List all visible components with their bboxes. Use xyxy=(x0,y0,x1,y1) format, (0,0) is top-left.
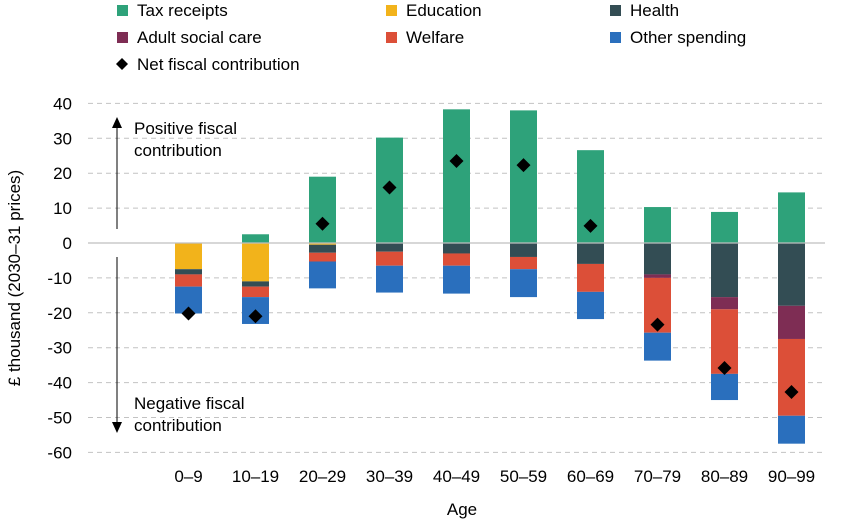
x-axis-title: Age xyxy=(447,500,477,519)
legend-swatch xyxy=(610,5,621,16)
legend-label: Welfare xyxy=(406,28,464,47)
negative-annotation: Negative fiscal xyxy=(134,394,245,413)
x-tick-label: 90–99 xyxy=(768,467,815,486)
x-axis-ticks: 0–9 10–19 20–29 30–39 40–49 50–59 60–69 70–79 80… xyxy=(174,467,815,486)
bar-segment xyxy=(242,234,269,243)
bar-segment xyxy=(443,109,470,243)
bar-segment xyxy=(443,266,470,294)
bar-segment xyxy=(309,245,336,253)
bar-segment xyxy=(510,257,537,269)
legend-swatch xyxy=(117,32,128,43)
x-tick-label: 20–29 xyxy=(299,467,346,486)
y-tick-label: 10 xyxy=(53,199,72,218)
bar-segment xyxy=(711,374,738,400)
bar-segment xyxy=(510,269,537,297)
x-tick-label: 30–39 xyxy=(366,467,413,486)
positive-annotation: Positive fiscal xyxy=(134,119,237,138)
y-axis-ticks: 40 30 20 10 0 -10 -20 -30 -40 -50 -60 xyxy=(47,94,72,462)
bar-segment xyxy=(510,243,537,257)
bar-segment xyxy=(242,287,269,297)
legend-label: Net fiscal contribution xyxy=(137,55,300,74)
bar-segment xyxy=(577,243,604,264)
legend-swatch xyxy=(386,32,397,43)
legend-label: Health xyxy=(630,1,679,20)
y-axis-title: £ thousand (2030–31 prices) xyxy=(5,170,24,386)
bar-segment xyxy=(242,243,269,281)
y-tick-label: 40 xyxy=(53,94,72,113)
y-tick-label: -60 xyxy=(47,443,72,462)
y-tick-label: 30 xyxy=(53,129,72,148)
bar-segment xyxy=(309,177,336,243)
negative-annotation: contribution xyxy=(134,416,222,435)
bar-segment xyxy=(711,243,738,297)
positive-annotation: contribution xyxy=(134,141,222,160)
bar-segment xyxy=(644,333,671,361)
x-tick-label: 0–9 xyxy=(174,467,202,486)
bar-segment xyxy=(175,269,202,274)
legend-swatch xyxy=(610,32,621,43)
y-tick-label: 20 xyxy=(53,164,72,183)
legend-label: Tax receipts xyxy=(137,1,228,20)
bar-segment xyxy=(778,192,805,243)
y-tick-label: -40 xyxy=(47,374,72,393)
bar-segment xyxy=(577,292,604,319)
net-markers xyxy=(182,154,799,399)
bar-segment xyxy=(376,252,403,266)
bar-segment xyxy=(711,297,738,309)
legend-label: Other spending xyxy=(630,28,746,47)
bar-segment xyxy=(376,266,403,293)
y-tick-label: -10 xyxy=(47,269,72,288)
bar-segment xyxy=(778,306,805,339)
y-tick-label: 0 xyxy=(63,234,72,253)
legend-swatch xyxy=(116,58,128,70)
bar-segment xyxy=(443,253,470,265)
x-tick-label: 60–69 xyxy=(567,467,614,486)
bar-segment xyxy=(510,110,537,243)
x-tick-label: 50–59 xyxy=(500,467,547,486)
bar-segment xyxy=(242,281,269,286)
bar-segment xyxy=(778,339,805,416)
bar-segment xyxy=(309,253,336,262)
x-tick-label: 10–19 xyxy=(232,467,279,486)
bar-segment xyxy=(443,243,470,253)
bar-segment xyxy=(644,207,671,243)
legend-label: Education xyxy=(406,1,482,20)
bar-segment xyxy=(644,243,671,274)
legend-swatch xyxy=(117,5,128,16)
bars xyxy=(175,109,805,443)
positive-arrowhead xyxy=(112,117,122,128)
x-tick-label: 80–89 xyxy=(701,467,748,486)
legend-label: Adult social care xyxy=(137,28,262,47)
y-tick-label: -50 xyxy=(47,409,72,428)
y-tick-label: -20 xyxy=(47,304,72,323)
bar-segment xyxy=(577,264,604,292)
legend: Tax receipts Education Health Adult social … xyxy=(116,1,746,74)
negative-arrowhead xyxy=(112,422,122,433)
bar-segment xyxy=(711,212,738,243)
bar-segment xyxy=(644,274,671,277)
bar-segment xyxy=(376,243,403,252)
bar-segment xyxy=(309,261,336,288)
x-tick-label: 70–79 xyxy=(634,467,681,486)
bar-segment xyxy=(175,274,202,286)
y-tick-label: -30 xyxy=(47,339,72,358)
bar-segment xyxy=(175,243,202,269)
x-tick-label: 40–49 xyxy=(433,467,480,486)
legend-swatch xyxy=(386,5,397,16)
bar-segment xyxy=(778,416,805,444)
bar-segment xyxy=(778,243,805,306)
